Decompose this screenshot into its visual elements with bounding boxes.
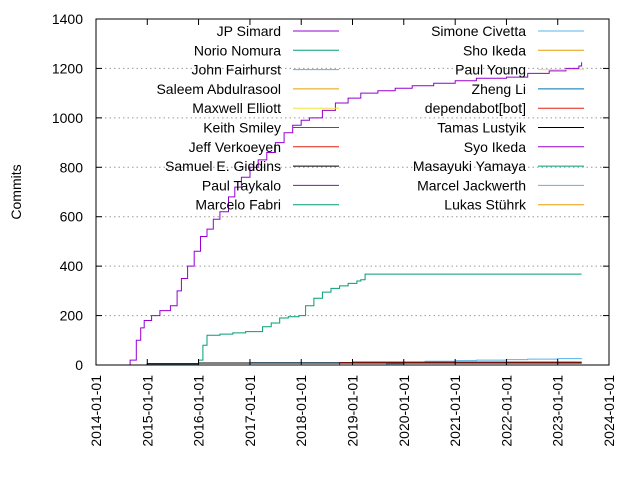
y-tick-label: 0 [75, 357, 83, 373]
legend-entry: Jeff Verkoeyen [189, 139, 281, 155]
legend-entry: John Fairhurst [192, 62, 282, 78]
legend-entry: Simone Civetta [431, 23, 526, 39]
legend-entry: Masayuki Yamaya [413, 158, 526, 174]
y-tick-label: 400 [60, 258, 84, 274]
legend-entry: Zheng Li [472, 81, 526, 97]
y-tick-label: 1400 [52, 11, 83, 27]
legend-entry: Maxwell Elliott [192, 100, 281, 116]
legend-entry: Paul Taykalo [202, 177, 281, 193]
legend-entry: Paul Young [455, 62, 526, 78]
y-axis-label: Commits [8, 164, 24, 219]
legend-entry: Saleem Abdulrasool [156, 81, 281, 97]
legend-entry: Lukas Stührk [444, 197, 527, 213]
legend-entry: Syo Ikeda [464, 139, 526, 155]
x-tick-label: 2017-01-01 [242, 375, 258, 447]
grid-lines [96, 67, 609, 317]
axes: 0 200 400 600 800 1000 1200 1400 2014-01-01 2015-… [52, 11, 617, 447]
x-tick-label: 2018-01-01 [293, 375, 309, 447]
legend-entry: Samuel E. Giddins [165, 158, 281, 174]
legend: JP Simard Norio Nomura John Fairhurst Salee… [156, 23, 584, 213]
y-tick-label: 600 [60, 209, 84, 225]
x-tick-label: 2024-01-01 [601, 375, 617, 447]
legend-entry: Keith Smiley [203, 120, 281, 136]
x-tick-label: 2016-01-01 [191, 375, 207, 447]
y-tick-label: 200 [60, 308, 84, 324]
y-tick-label: 1000 [52, 110, 83, 126]
x-tick-label: 2022-01-01 [498, 375, 514, 447]
x-tick-label: 2020-01-01 [396, 375, 412, 447]
y-tick-label: 800 [60, 159, 84, 175]
legend-entry: Sho Ikeda [463, 42, 526, 58]
x-tick-label: 2019-01-01 [345, 375, 361, 447]
legend-entry: JP Simard [217, 23, 281, 39]
legend-entry: Norio Nomura [194, 42, 281, 58]
y-tick-label: 1200 [52, 60, 83, 76]
legend-entry: dependabot[bot] [425, 100, 526, 116]
legend-entry: Tamas Lustyik [437, 120, 527, 136]
series-line [96, 62, 583, 366]
legend-entry: Marcel Jackwerth [417, 177, 526, 193]
x-tick-label: 2021-01-01 [447, 375, 463, 447]
plot-frame [95, 18, 610, 366]
series-line [96, 358, 583, 366]
x-tick-label: 2015-01-01 [139, 375, 155, 447]
series-line [96, 273, 582, 366]
legend-entry: Marcelo Fabri [195, 197, 281, 213]
x-tick-label: 2014-01-01 [88, 375, 104, 447]
x-tick-label: 2023-01-01 [550, 375, 566, 447]
